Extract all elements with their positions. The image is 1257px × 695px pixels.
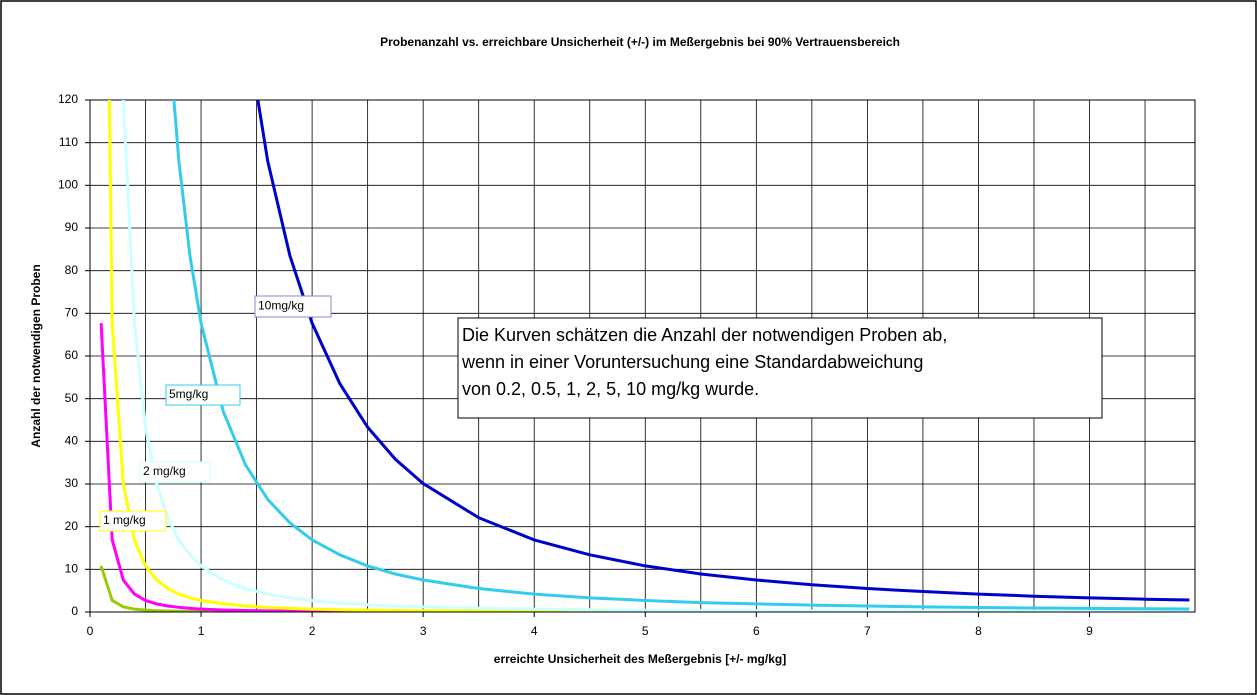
series-line — [121, 100, 1190, 612]
y-tick-label: 40 — [65, 434, 79, 448]
x-tick-label: 6 — [753, 624, 760, 638]
x-axis-label: erreichte Unsicherheit des Meßergebnis [… — [494, 652, 786, 666]
chart-title: Probenanzahl vs. erreichbare Unsicherhei… — [380, 35, 900, 49]
y-tick-label: 110 — [59, 135, 78, 149]
x-tick-label: 8 — [975, 624, 982, 638]
y-tick-label: 0 — [71, 604, 78, 618]
y-tick-label: 90 — [65, 220, 79, 234]
x-tick-label: 9 — [1086, 624, 1093, 638]
y-tick-label: 30 — [65, 476, 79, 490]
y-tick-label: 60 — [65, 348, 79, 362]
y-tick-label: 10 — [65, 562, 79, 576]
y-axis-label: Anzahl der notwendigen Proben — [29, 264, 43, 447]
series-line — [256, 100, 1190, 602]
y-tick-label: 120 — [58, 92, 78, 106]
x-tick-label: 1 — [198, 624, 205, 638]
annotation-box — [99, 510, 167, 532]
annotation-box — [139, 461, 211, 483]
x-tick-label: 7 — [864, 624, 871, 638]
x-tick-label: 3 — [420, 624, 427, 638]
annotation-box — [254, 295, 332, 318]
y-tick-label: 70 — [65, 306, 79, 320]
annotation: 1 mg/kg — [103, 513, 146, 527]
y-tick-label: 20 — [65, 519, 79, 533]
note-box — [457, 317, 1103, 419]
note-line: Die Kurven schätzen die Anzahl der notwe… — [462, 325, 947, 345]
annotation: 5mg/kg — [169, 387, 208, 401]
note-line: wenn in einer Voruntersuchung eine Stand… — [461, 352, 923, 372]
x-tick-label: 4 — [531, 624, 538, 638]
annotation: 10mg/kg — [258, 299, 304, 313]
note-line: von 0.2, 0.5, 1, 2, 5, 10 mg/kg wurde. — [462, 379, 759, 399]
x-tick-label: 5 — [642, 624, 649, 638]
y-tick-label: 80 — [65, 263, 79, 277]
annotation-box — [165, 384, 241, 406]
x-tick-label: 2 — [309, 624, 316, 638]
series-line — [172, 100, 1190, 611]
annotation: 2 mg/kg — [143, 464, 186, 478]
x-tick-label: 0 — [87, 624, 94, 638]
y-tick-label: 100 — [58, 178, 78, 192]
y-tick-label: 50 — [65, 391, 79, 405]
